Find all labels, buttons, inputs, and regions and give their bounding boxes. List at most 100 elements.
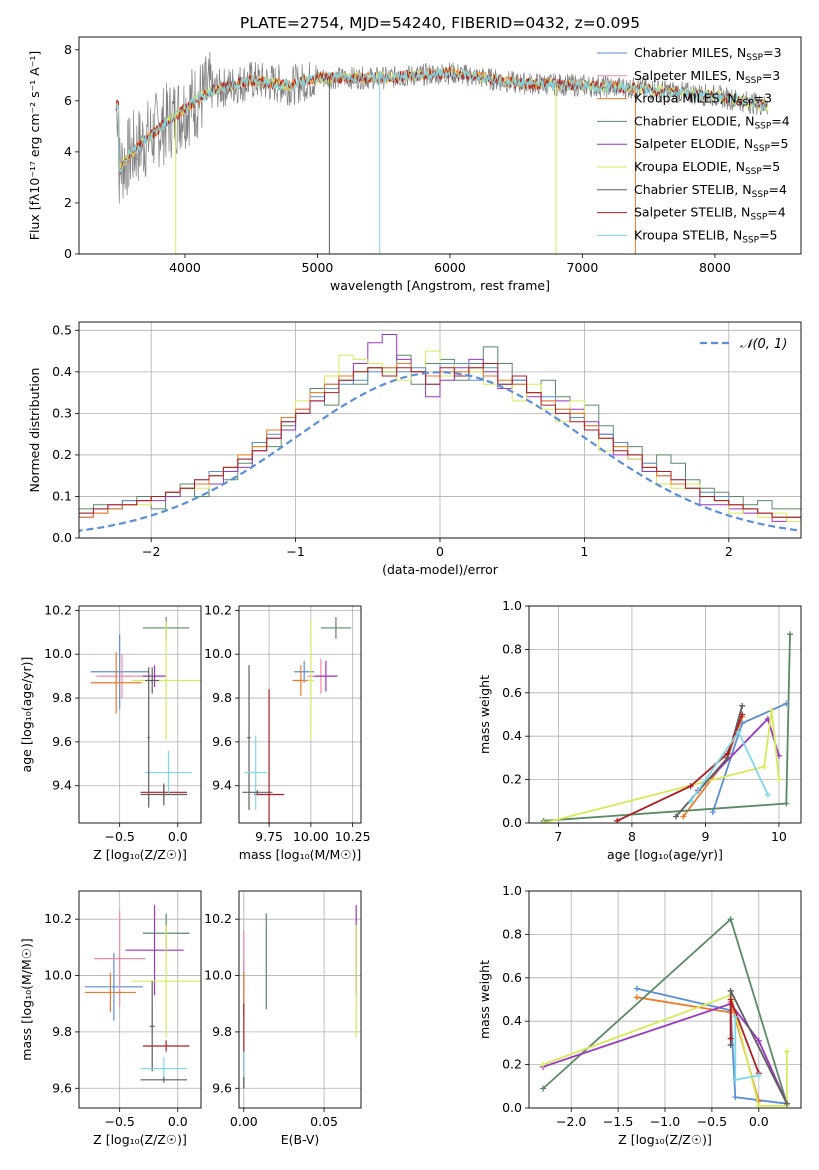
weight-series: [675, 705, 744, 818]
x-tick-label: 0.05: [310, 1114, 338, 1129]
spectrum-panel: 4000 5000 6000 7000 8000 0 2 4 6 8 wavelength [Ang…: [27, 36, 802, 293]
y-tick-label: 0.2: [502, 1057, 522, 1072]
weight-marker: [739, 702, 746, 709]
histogram-series: [79, 334, 801, 522]
weight-lines: [540, 916, 790, 1108]
y-tick-label: 2: [64, 195, 72, 210]
axes-frame: [78, 321, 802, 539]
weight-marker: [540, 1085, 547, 1092]
x-tick-label: 7000: [567, 260, 599, 275]
y-tick-label: 0.3: [52, 405, 72, 420]
weight-marker: [732, 1013, 739, 1020]
figure-title: PLATE=2754, MJD=54240, FIBERID=0432, z=0…: [240, 14, 640, 32]
weight-marker: [633, 985, 640, 992]
weight-marker: [755, 1072, 762, 1079]
weight-marker: [727, 1035, 734, 1042]
x-tick-label: 0.0: [168, 1114, 188, 1129]
x-axis-label: E(B-V): [281, 1132, 320, 1147]
y-tick-label: 0.0: [502, 815, 522, 830]
weight-marker: [687, 798, 694, 805]
weight-marker: [540, 820, 547, 823]
x-tick-label: 8000: [699, 260, 731, 275]
x-tick-label: 0.0: [168, 829, 188, 844]
y-tick-label: 4: [64, 144, 72, 159]
histogram-series: [79, 346, 801, 518]
legend-entry: Salpeter MILES, NSSP=3: [634, 68, 780, 86]
y-tick-label: 9.6: [212, 1080, 232, 1095]
x-tick-label: 10: [771, 829, 787, 844]
y-tick-label: 0.8: [502, 641, 522, 656]
spectrum-lines: [115, 51, 769, 254]
errorbars: [84, 905, 201, 1083]
y-axis-label: mass [log₁₀(M/M☉)]: [19, 938, 34, 1060]
weight-marker: [768, 707, 775, 714]
errorbars: [243, 905, 357, 1089]
x-tick-label: −0.5: [104, 829, 134, 844]
legend-entry: 𝒩(0, 1): [740, 337, 787, 352]
weight-series: [636, 987, 788, 1105]
y-tick-label: 10.0: [204, 646, 232, 661]
y-tick-label: 10.2: [44, 602, 72, 617]
age_vs_Z-panel: −0.5 0.0 9.4 9.6 9.8 10.0 10.2 Z [log₁₀(Z/Z☉)] a…: [19, 602, 202, 862]
x-axis-label: wavelength [Angstrom, rest frame]: [330, 278, 550, 293]
weight-series: [543, 710, 780, 823]
x-tick-label: −0.5: [104, 1114, 134, 1129]
x-axis-label: Z [log₁₀(Z/Z☉)]: [93, 1132, 187, 1147]
histogram-series: [79, 363, 801, 522]
errorbars: [90, 616, 201, 808]
weight-marker: [783, 800, 790, 807]
y-axis-label: Normed distribution: [27, 368, 42, 493]
y-tick-label: 10.0: [44, 968, 72, 983]
axes-frame: [78, 890, 202, 1109]
legend: Chabrier MILES, NSSP=3 Salpeter MILES, NS…: [597, 45, 790, 245]
x-tick-label: 0.0: [749, 1114, 769, 1129]
x-tick-label: 4000: [169, 260, 201, 275]
weight-marker: [727, 987, 734, 994]
y-tick-label: 0.0: [52, 530, 72, 545]
weight-marker: [761, 763, 768, 770]
y-tick-label: 0.2: [52, 447, 72, 462]
model-spectrum: [115, 68, 769, 174]
weight-marker: [783, 1048, 790, 1055]
y-tick-label: 9.4: [52, 778, 72, 793]
legend-entry: Kroupa STELIB, NSSP=5: [634, 227, 778, 245]
x-axis-label: Z [log₁₀(Z/Z☉)]: [618, 1132, 712, 1147]
weight_vs_age-panel: 7 8 9 10 0.0 0.2 0.4 0.6 0.8 1.0 age [log₁₀(age/yr…: [477, 598, 802, 862]
y-tick-label: 0.4: [52, 364, 72, 379]
axes-frame: [528, 890, 802, 1109]
y-axis-label: mass weight: [477, 960, 492, 1039]
x-tick-label: 9.75: [255, 829, 283, 844]
y-tick-label: 0.5: [52, 322, 72, 337]
weight-series: [636, 996, 760, 1102]
weight_vs_Z-panel: −2.0 −1.5 −1.0 −0.5 0.0 0.0 0.2 0.4 0.6 0.8 1.0 Z […: [477, 883, 802, 1147]
weight-marker: [687, 783, 694, 790]
axes-frame: [528, 605, 802, 824]
y-axis-label: Flux [fλ10⁻¹⁷ erg cm⁻² s⁻¹ A⁻¹]: [27, 51, 42, 240]
axes-frame: [78, 605, 202, 824]
y-tick-label: 9.6: [52, 734, 72, 749]
axes-frame: [238, 890, 362, 1109]
x-axis-label: (data-model)/error: [382, 562, 499, 577]
y-tick-label: 0.4: [502, 728, 522, 743]
weight-series: [616, 714, 744, 822]
axes-frame: [78, 36, 802, 255]
weight-marker: [775, 776, 782, 783]
x-tick-label: 10.25: [335, 829, 371, 844]
weight-marker: [764, 791, 771, 798]
y-tick-label: 10.0: [204, 968, 232, 983]
gaussian-curve: [79, 371, 801, 532]
x-tick-label: 6000: [434, 260, 466, 275]
x-tick-label: 5000: [302, 260, 334, 275]
y-axis-label: mass weight: [477, 675, 492, 754]
legend-entry: Salpeter ELODIE, NSSP=5: [634, 136, 788, 154]
x-tick-label: −1: [286, 544, 304, 559]
x-tick-label: 8: [628, 829, 636, 844]
weight-marker: [732, 1076, 739, 1083]
x-axis-label: age [log₁₀(age/yr)]: [607, 847, 723, 862]
y-tick-label: 10.2: [44, 911, 72, 926]
x-tick-label: −1.0: [650, 1114, 680, 1129]
weight-marker: [727, 916, 734, 923]
y-tick-label: 0.8: [502, 926, 522, 941]
x-tick-label: −2: [142, 544, 160, 559]
